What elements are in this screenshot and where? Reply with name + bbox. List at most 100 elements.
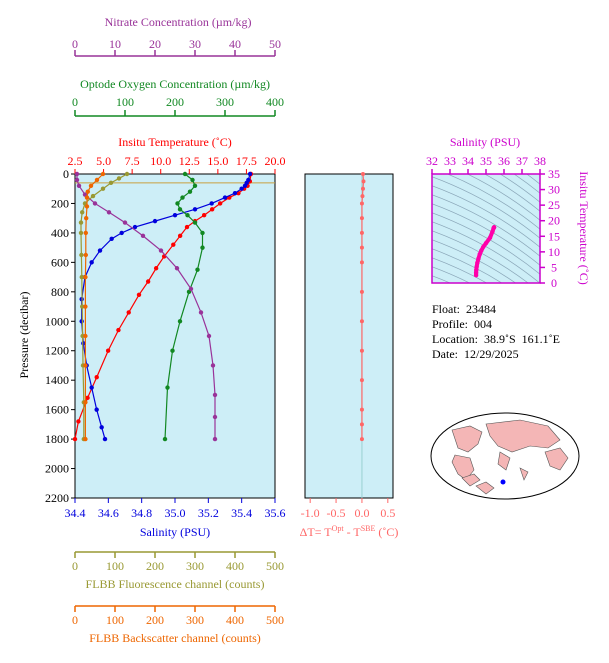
backscatter-point: [100, 171, 106, 177]
ts-y-tick-label: 20: [548, 214, 560, 228]
temperature-tick-label: 12.5: [179, 154, 200, 168]
salinity-tick-label: 35.6: [265, 506, 286, 520]
density-contour: [432, 230, 529, 283]
pressure-tick-label: 600: [51, 255, 69, 269]
backscatter-tick-label: 400: [226, 613, 244, 627]
backscatter-point: [84, 195, 90, 200]
backscatter-point: [84, 204, 90, 209]
fluorescence-point: [79, 274, 85, 280]
ts-point: [475, 260, 480, 265]
delta-t-point: [359, 230, 364, 235]
salinity-tick-label: 34.6: [98, 506, 119, 520]
salinity-point: [89, 260, 94, 265]
delta-t-point: [359, 407, 364, 412]
oxygen-point: [170, 348, 175, 353]
density-contour: [432, 212, 540, 275]
location: Location: 38.9˚S 161.1˚E: [432, 332, 560, 346]
backscatter-point: [83, 333, 88, 339]
fluorescence-point: [79, 252, 84, 258]
temperature-tick-label: 17.5: [236, 154, 257, 168]
salinity-tick-label: 34.4: [65, 506, 86, 520]
nitrate-point: [106, 210, 112, 215]
nitrate-point: [210, 363, 216, 368]
nitrate-point: [92, 201, 98, 206]
delta-t-point: [359, 437, 364, 442]
oxygen-tick-label: 300: [216, 95, 234, 109]
salinity-tick-label: 34.8: [131, 506, 152, 520]
oxygen-point: [177, 207, 183, 212]
pressure-tick-label: 2200: [45, 491, 69, 505]
temperature-point: [72, 436, 78, 442]
ts-yaxis-title: Insitu Temperature (˚C): [577, 171, 591, 285]
delta-t-point: [359, 378, 364, 383]
delta-t-axis-title: ΔT= TOpt - TSBE (˚C): [300, 524, 399, 539]
delta-t-point: [361, 179, 366, 184]
backscatter-axis-title: FLBB Backscatter channel (counts): [89, 631, 261, 645]
density-contour: [446, 174, 540, 230]
nitrate-tick-label: 40: [229, 37, 241, 51]
oxygen-tick-label: 100: [116, 95, 134, 109]
fluorescence-point: [78, 220, 84, 225]
float-id: Float: 23484: [432, 302, 497, 316]
density-contour: [412, 71, 570, 166]
temperature-point: [94, 375, 99, 380]
fluorescence-point: [80, 210, 85, 215]
fluorescence-tick-label: 100: [106, 559, 124, 573]
pressure-tick-label: 1400: [45, 373, 69, 387]
temperature-tick-label: 2.5: [68, 154, 83, 168]
delta-t-point: [359, 201, 364, 206]
fluorescence-point: [90, 193, 96, 199]
fluorescence-profile-line: [80, 173, 128, 440]
delta-t-point: [360, 194, 365, 199]
density-contour: [432, 248, 503, 283]
temperature-point: [177, 233, 183, 239]
nitrate-point: [76, 183, 82, 188]
map-landmass: [461, 473, 481, 487]
backscatter-point: [83, 363, 88, 368]
ts-y-tick-label: 25: [548, 198, 560, 212]
oxygen-point: [182, 171, 188, 177]
delta-t-tick-label: 0.0: [354, 506, 369, 520]
ts-x-tick-label: 32: [426, 154, 438, 168]
nitrate-point: [174, 266, 180, 271]
oxygen-tick-label: 200: [166, 95, 184, 109]
density-contour: [484, 174, 540, 212]
backscatter-tick-label: 500: [266, 613, 284, 627]
fluorescence-tick-label: 300: [186, 559, 204, 573]
temperature-point: [153, 266, 159, 271]
salinity-point: [99, 425, 104, 430]
temperature-point: [217, 201, 223, 206]
backscatter-point: [83, 230, 89, 236]
oxygen-point: [187, 189, 193, 194]
ts-y-tick-label: 35: [548, 167, 560, 181]
float-info: Float: 23484 Profile: 004 Location: 38.9…: [432, 302, 560, 362]
ts-x-tick-label: 36: [498, 154, 510, 168]
main-profile-panel: 0200400600800100012001400160018002000220…: [45, 37, 286, 627]
backscatter-point: [88, 183, 94, 188]
temperature-point: [85, 395, 90, 401]
backscatter-point: [83, 400, 88, 405]
salinity-point: [247, 171, 253, 177]
salinity-point: [172, 213, 178, 218]
ts-point: [479, 248, 484, 253]
nitrate-tick-label: 30: [189, 37, 201, 51]
delta-t-point: [359, 216, 364, 221]
nitrate-point: [158, 248, 164, 253]
map-landmass: [475, 481, 495, 495]
nitrate-tick-label: 50: [269, 37, 281, 51]
delta-t-point: [359, 260, 364, 265]
map-landmass: [544, 447, 569, 471]
density-contour: [432, 266, 471, 283]
ts-y-tick-label: 10: [548, 245, 560, 259]
density-contour: [432, 239, 517, 283]
pressure-tick-label: 800: [51, 285, 69, 299]
ts-point: [487, 235, 493, 241]
ts-point: [476, 256, 481, 261]
salinity-point: [94, 407, 99, 412]
nitrate-tick-label: 0: [72, 37, 78, 51]
backscatter-point: [85, 189, 91, 194]
backscatter-point: [83, 274, 88, 280]
pressure-tick-label: 2000: [45, 462, 69, 476]
oxygen-tick-label: 400: [266, 95, 284, 109]
